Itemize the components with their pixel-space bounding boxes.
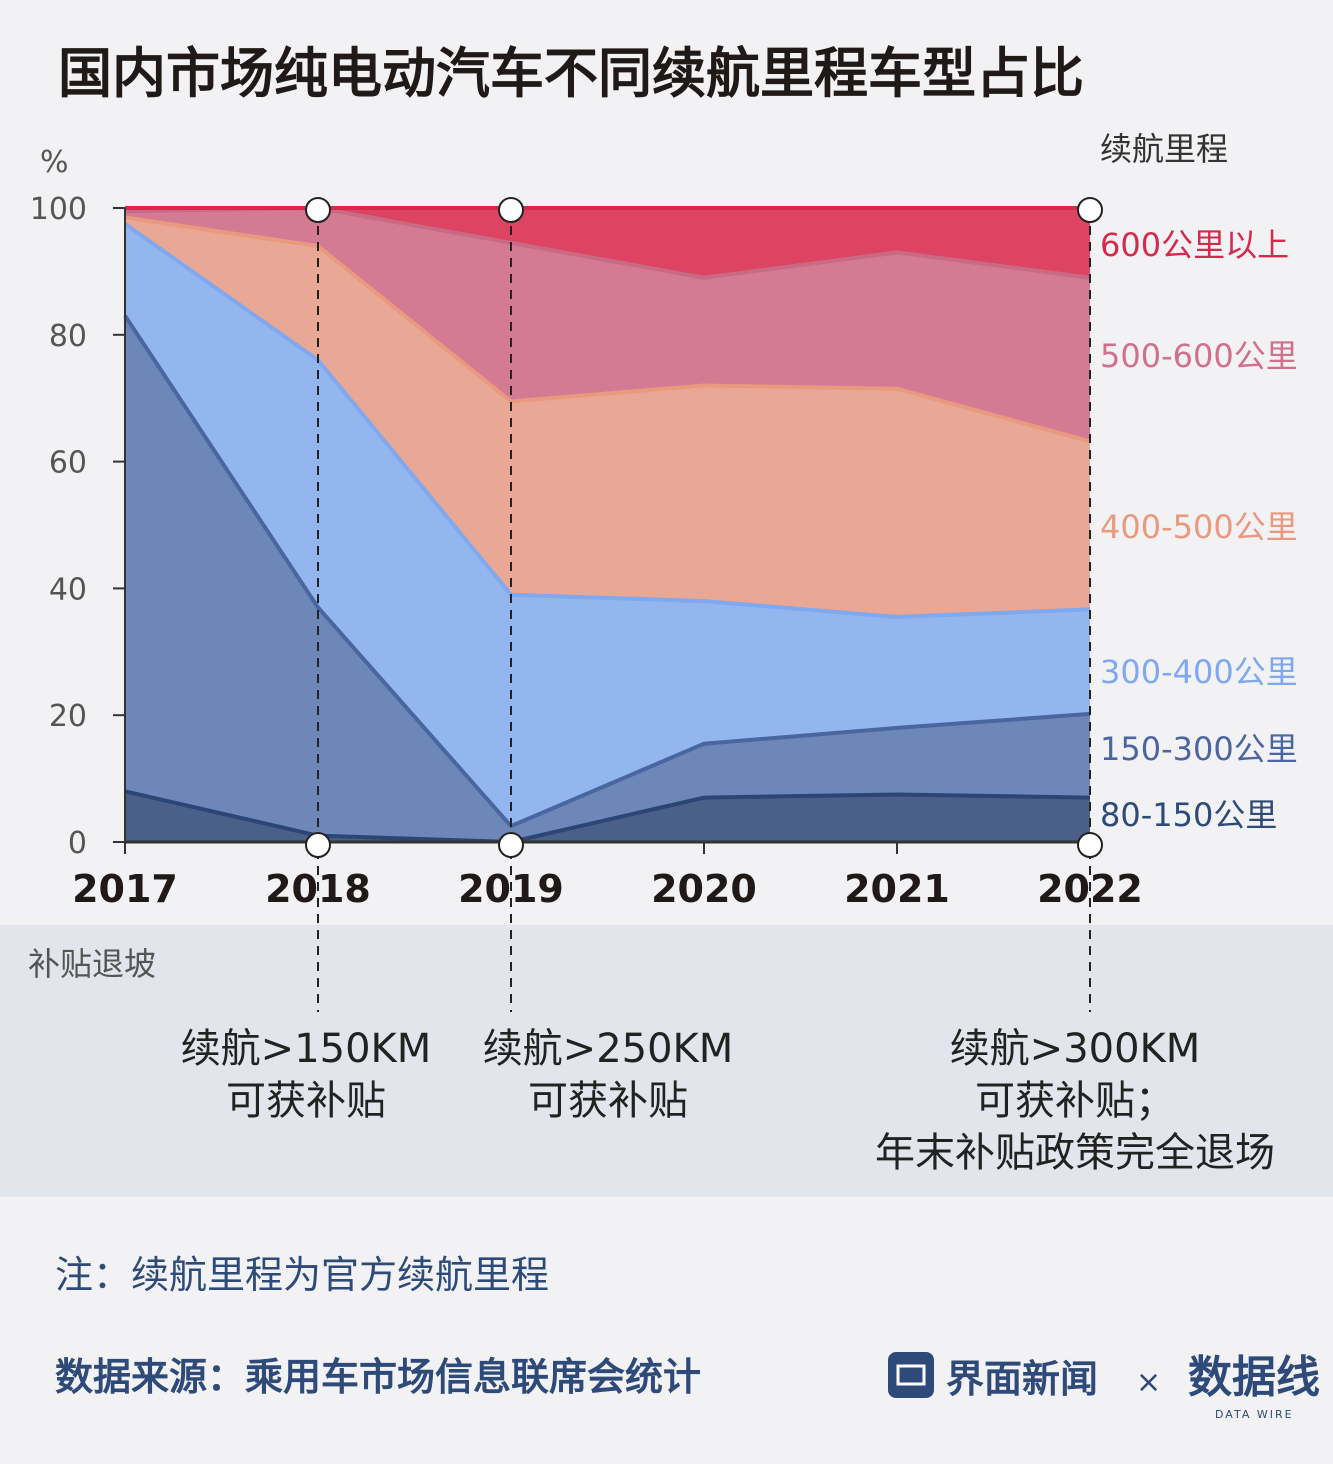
area-series-4 (125, 208, 1090, 442)
area-series-3 (125, 217, 1090, 617)
guide-marker-bottom-2019 (498, 832, 524, 858)
guide-marker-top-2018 (305, 197, 331, 223)
series-label-4: 500-600公里 (1100, 337, 1298, 375)
chart-title: 国内市场纯电动汽车不同续航里程车型占比 (58, 42, 1084, 105)
annotation-2022-line-0: 续航>300KM (950, 1026, 1201, 1072)
area-series-5 (125, 208, 1090, 278)
partner-logo-sub: DATA WIRE (1215, 1408, 1294, 1421)
annotation-2019-line-1: 可获补贴 (528, 1078, 688, 1124)
y-tick-label: 40 (49, 572, 87, 607)
subsidy-guides (305, 197, 1103, 1012)
series-label-5: 600公里以上 (1100, 226, 1289, 264)
area-series-line-3 (124, 215, 1091, 444)
area-series-line-1 (123, 314, 1091, 829)
guide-marker-bottom-2022 (1077, 832, 1103, 858)
jiemian-logo-icon-mark (896, 1364, 926, 1386)
brand-logos: 界面新闻 × 数据线 DATA WIRE (888, 1352, 1320, 1421)
footnote: 注：续航里程为官方续航里程 (55, 1253, 549, 1297)
x-tick-label: 2020 (651, 867, 757, 911)
subsidy-band-label: 补贴退坡 (28, 945, 156, 983)
area-series-1 (125, 315, 1090, 842)
jiemian-logo-icon (888, 1352, 934, 1398)
series-label-1: 150-300公里 (1100, 730, 1298, 768)
y-unit-label: % (40, 145, 69, 180)
annotation-2022-line-2: 年末补贴政策完全退场 (875, 1130, 1275, 1176)
guide-marker-top-2019 (498, 197, 524, 223)
annotation-2022-line-1: 可获补贴； (975, 1078, 1175, 1124)
brand-name: 界面新闻 (946, 1357, 1098, 1401)
area-series-2 (125, 223, 1090, 827)
partner-logo: 数据线 (1188, 1352, 1320, 1403)
y-tick-label: 80 (49, 319, 87, 354)
y-tick-label: 20 (49, 699, 87, 734)
brand-separator: × (1136, 1365, 1161, 1400)
data-source: 数据来源：乘用车市场信息联席会统计 (55, 1355, 701, 1399)
series-label-3: 400-500公里 (1100, 508, 1298, 546)
area-series-line-0 (124, 789, 1091, 845)
annotation-2019-line-0: 续航>250KM (483, 1026, 734, 1072)
guide-marker-top-2022 (1077, 197, 1103, 223)
y-tick-label: 100 (30, 192, 87, 227)
area-series-line-2 (123, 222, 1091, 619)
y-tick-label: 60 (49, 446, 87, 481)
series-labels: 80-150公里 150-300公里 300-400公里 400-500公里 500-6… (1100, 226, 1298, 834)
area-series-0 (125, 791, 1090, 842)
x-tick-label: 2021 (844, 867, 950, 911)
series-label-2: 300-400公里 (1100, 653, 1298, 691)
x-tick-label: 2017 (72, 867, 178, 911)
annotation-2018-line-1: 可获补贴 (226, 1078, 386, 1124)
stacked-areas (123, 205, 1091, 845)
subsidy-annotations: 续航>150KM 可获补贴 续航>250KM 可获补贴 续航>300KM 可获补贴； 年末补… (181, 1026, 1275, 1176)
y-tick-label: 0 (68, 826, 87, 861)
legend-title: 续航里程 (1100, 130, 1228, 168)
series-label-0: 80-150公里 (1100, 796, 1277, 834)
annotation-2018-line-0: 续航>150KM (181, 1026, 432, 1072)
guide-marker-bottom-2018 (305, 832, 331, 858)
subsidy-band (0, 925, 1333, 1197)
